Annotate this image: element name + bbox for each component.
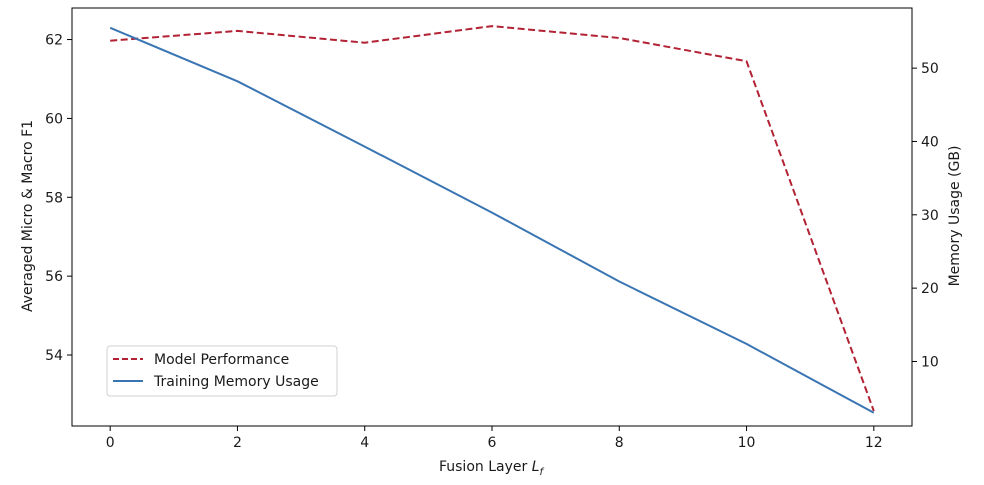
series-layer <box>109 25 875 414</box>
right-y-tick-label: 50 <box>921 61 939 77</box>
right-y-axis-ticks: 10 20 30 40 50 <box>912 61 939 370</box>
right-y-tick-label: 30 <box>921 208 939 224</box>
x-axis-label-math-sub: f <box>540 467 545 478</box>
x-tick-label: 10 <box>738 435 756 451</box>
legend-label-model-performance: Model Performance <box>154 352 289 368</box>
right-y-tick-label: 40 <box>921 134 939 150</box>
x-tick-label: 8 <box>615 435 624 451</box>
left-y-tick-label: 60 <box>45 111 63 127</box>
right-y-tick-label: 10 <box>921 354 939 370</box>
series-line-model-performance <box>110 25 875 412</box>
left-y-axis-label: Averaged Micro & Macro F1 <box>20 120 36 312</box>
x-tick-label: 6 <box>488 435 497 451</box>
series-line-training-memory-usage <box>109 26 875 414</box>
x-tick-label: 12 <box>865 435 883 451</box>
x-axis-ticks: 0 2 4 6 8 10 12 <box>106 426 883 451</box>
x-tick-label: 0 <box>106 435 115 451</box>
left-y-tick-label: 54 <box>45 348 63 364</box>
right-y-tick-label: 20 <box>921 281 939 297</box>
left-y-axis-ticks: 54 56 58 60 62 <box>45 33 72 364</box>
legend-label-training-memory-usage: Training Memory Usage <box>153 374 319 390</box>
left-y-tick-label: 62 <box>45 33 63 49</box>
x-axis-label: Fusion Layer Lf <box>439 459 545 478</box>
left-y-tick-label: 58 <box>45 190 63 206</box>
legend-box <box>106 345 338 397</box>
x-tick-label: 2 <box>233 435 242 451</box>
right-y-axis-label: Memory Usage (GB) <box>947 146 963 287</box>
legend: Model Performance Training Memory Usage <box>106 345 338 397</box>
x-axis-label-math: L <box>532 459 540 475</box>
x-tick-label: 4 <box>360 435 369 451</box>
left-y-tick-label: 56 <box>45 269 63 285</box>
